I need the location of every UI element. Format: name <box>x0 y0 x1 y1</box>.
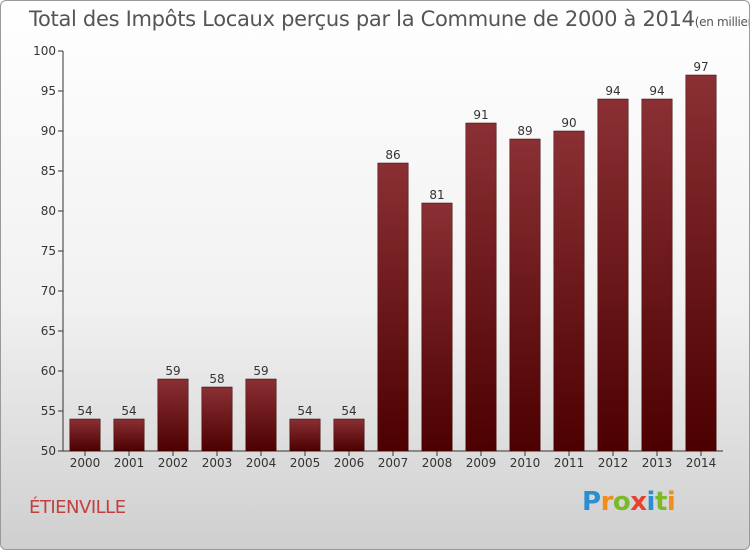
x-tick-label-2003: 2003 <box>202 456 233 470</box>
chart-unit-note: (en milliers d'€) <box>694 15 749 29</box>
bar-2004 <box>245 378 277 452</box>
bar-2006 <box>333 418 365 452</box>
x-tick-label-2009: 2009 <box>466 456 497 470</box>
bar-2002 <box>157 378 189 452</box>
bar-2005 <box>289 418 321 452</box>
logo-letter: r <box>600 487 614 517</box>
x-tick-label-2012: 2012 <box>598 456 629 470</box>
proxiti-logo: Proxiti <box>582 487 676 517</box>
data-labels: 54 54 59 58 59 54 54 86 81 91 89 90 94 94 97 <box>77 60 708 418</box>
x-tick-label-2001: 2001 <box>114 456 145 470</box>
x-tick-label-2011: 2011 <box>554 456 585 470</box>
x-tick-label-2004: 2004 <box>246 456 277 470</box>
bar-2001 <box>113 418 145 452</box>
x-tick-label-2014: 2014 <box>686 456 717 470</box>
logo-letter: i <box>646 487 656 517</box>
data-label-2001: 54 <box>121 404 136 418</box>
y-tick-label: 100 <box>33 44 56 58</box>
x-tick-label-2005: 2005 <box>290 456 321 470</box>
x-tick-label-2007: 2007 <box>378 456 409 470</box>
bar-2007 <box>377 162 409 452</box>
logo-letter: t <box>654 487 667 517</box>
logo-letter: i <box>666 487 676 517</box>
y-tick-label: 60 <box>41 364 56 378</box>
bar-2009 <box>465 122 497 452</box>
bar-2003 <box>201 386 233 452</box>
bar-2012 <box>597 98 629 452</box>
y-tick-label: 70 <box>41 284 56 298</box>
data-label-2013: 94 <box>649 84 664 98</box>
y-tick-label: 65 <box>41 324 56 338</box>
data-label-2000: 54 <box>77 404 92 418</box>
logo-letter: P <box>582 487 601 517</box>
bar-2000 <box>69 418 101 452</box>
x-tick-label-2013: 2013 <box>642 456 673 470</box>
x-tick-label-2002: 2002 <box>158 456 189 470</box>
chart-title: Total des Impôts Locaux perçus par la Co… <box>29 7 749 31</box>
x-tick-label-2008: 2008 <box>422 456 453 470</box>
y-tick-label: 50 <box>41 444 56 458</box>
commune-name: ÉTIENVILLE <box>29 497 126 518</box>
y-tick-label: 75 <box>41 244 56 258</box>
chart-title-text: Total des Impôts Locaux perçus par la Co… <box>29 7 695 31</box>
data-label-2009: 91 <box>473 108 488 122</box>
bars <box>69 74 717 452</box>
data-label-2010: 89 <box>517 124 532 138</box>
data-label-2004: 59 <box>253 364 268 378</box>
y-tick-label: 55 <box>41 404 56 418</box>
y-axis: 50 55 60 65 70 75 80 85 90 95 100 <box>33 44 64 458</box>
x-tick-label-2000: 2000 <box>70 456 101 470</box>
y-tick-label: 90 <box>41 124 56 138</box>
bar-2008 <box>421 202 453 452</box>
x-tick-label-2010: 2010 <box>510 456 541 470</box>
data-label-2002: 59 <box>165 364 180 378</box>
x-tick-label-2006: 2006 <box>334 456 365 470</box>
data-label-2005: 54 <box>297 404 312 418</box>
logo-letter: o <box>612 487 631 517</box>
data-label-2014: 97 <box>693 60 708 74</box>
data-label-2011: 90 <box>561 116 576 130</box>
data-label-2006: 54 <box>341 404 356 418</box>
y-tick-label: 80 <box>41 204 56 218</box>
logo-letter: x <box>630 487 647 517</box>
bar-2013 <box>641 98 673 452</box>
y-tick-label: 95 <box>41 84 56 98</box>
x-axis: 2000 2001 2002 2003 2004 2005 2006 2007 2008 2009… <box>63 450 723 470</box>
data-label-2008: 81 <box>429 188 444 202</box>
data-label-2007: 86 <box>385 148 400 162</box>
data-label-2003: 58 <box>209 372 224 386</box>
data-label-2012: 94 <box>605 84 620 98</box>
y-tick-label: 85 <box>41 164 56 178</box>
bar-2011 <box>553 130 585 452</box>
bar-2014 <box>685 74 717 452</box>
bar-2010 <box>509 138 541 452</box>
